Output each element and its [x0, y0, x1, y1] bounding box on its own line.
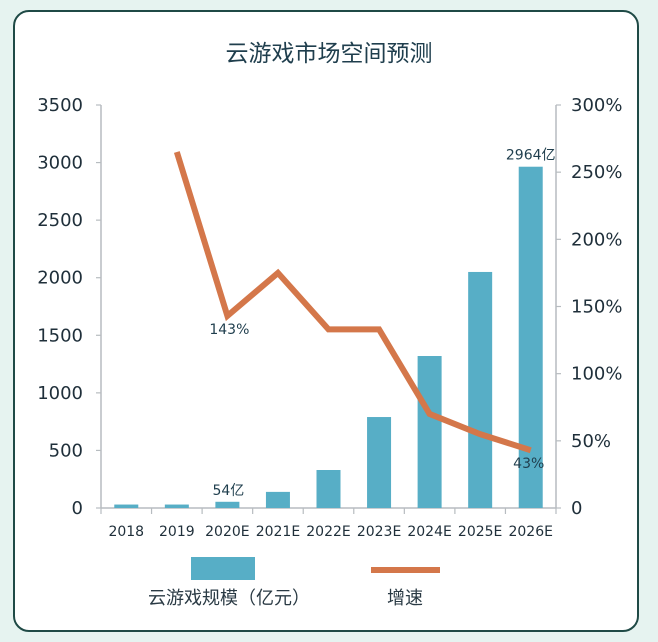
bar — [215, 501, 240, 508]
left-tick-label: 1000 — [37, 383, 83, 404]
x-tick-label: 2026E — [508, 524, 552, 540]
right-tick-label: 250% — [571, 162, 622, 183]
x-tick-label: 2023E — [357, 524, 401, 540]
right-tick-label: 300% — [571, 95, 622, 116]
bar — [114, 504, 139, 508]
x-tick-label: 2019 — [159, 524, 195, 540]
bar — [265, 491, 290, 508]
bar — [367, 417, 392, 508]
bars — [114, 166, 543, 509]
left-tick-label: 500 — [49, 440, 83, 461]
legend: 云游戏规模（亿元） 增速 — [148, 557, 440, 609]
x-tick-label: 2021E — [256, 524, 300, 540]
chart-title: 云游戏市场空间预测 — [226, 41, 433, 67]
data-label: 43% — [513, 456, 544, 472]
right-tick-label: 0 — [571, 498, 582, 519]
left-tick-label: 0 — [72, 498, 83, 519]
data-label: 143% — [209, 322, 249, 338]
x-tick-label: 2024E — [407, 524, 451, 540]
axes: 0 500 1000 1500 2000 2500 3000 3500 0 50% 100% 150%… — [37, 95, 622, 540]
legend-bar-swatch — [191, 557, 255, 580]
left-tick-label: 2500 — [37, 210, 83, 231]
legend-bar-label: 云游戏规模（亿元） — [148, 588, 310, 609]
x-tick-label: 2020E — [205, 524, 249, 540]
growth-line — [173, 151, 532, 454]
left-tick-label: 1500 — [37, 325, 83, 346]
x-tick-label: 2022E — [306, 524, 350, 540]
left-tick-label: 2000 — [37, 268, 83, 289]
left-tick-label: 3000 — [37, 153, 83, 174]
x-tick-label: 2018 — [108, 524, 144, 540]
x-tick-label: 2025E — [458, 524, 502, 540]
bar — [316, 470, 341, 508]
data-label: 54亿 — [212, 483, 244, 499]
data-labels: 54亿 2964亿 143% 43% — [209, 148, 555, 499]
data-label: 2964亿 — [506, 148, 556, 164]
right-tick-label: 100% — [571, 364, 622, 385]
right-tick-label: 150% — [571, 297, 622, 318]
bar — [164, 504, 189, 508]
left-tick-label: 3500 — [37, 95, 83, 116]
right-tick-label: 50% — [571, 431, 611, 452]
bar — [468, 271, 493, 508]
legend-line-label: 增速 — [387, 588, 423, 609]
right-tick-label: 200% — [571, 229, 622, 250]
bar — [417, 356, 442, 508]
bar — [518, 166, 543, 509]
growth-line-path — [173, 151, 532, 454]
